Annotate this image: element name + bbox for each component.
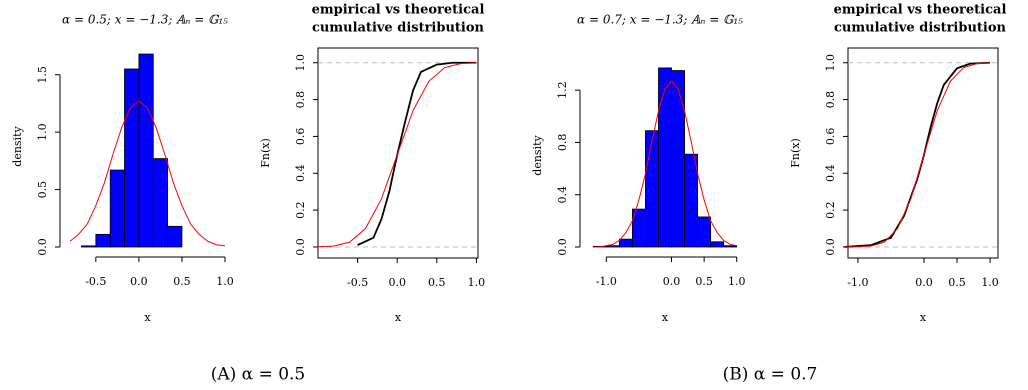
bar [710, 241, 725, 248]
y-axis-label: Fn(x) [789, 138, 802, 168]
x-axis-label: x [920, 311, 927, 324]
bar [152, 158, 168, 248]
y-tick-label: 0.0 [556, 238, 569, 256]
x-tick-label: 1.0 [981, 276, 999, 289]
bar [618, 238, 633, 248]
y-tick-label: 0.2 [294, 201, 307, 219]
x-tick-label: 1.0 [216, 275, 234, 288]
y-axis-label: density [531, 134, 544, 175]
x-tick-label: 0.0 [388, 276, 406, 289]
chart-title: α = 0.5; x = −1.3; 𝔸ₙ = 𝔾₁₅ [62, 13, 228, 27]
chart-title: empirical vs theoretical [834, 3, 1007, 18]
x-tick-label: 0.0 [663, 275, 681, 288]
plot-box [847, 47, 999, 259]
bar [605, 245, 620, 248]
y-tick-label: 0.4 [294, 165, 307, 183]
empirical-cdf [357, 61, 477, 246]
x-axis-label: x [662, 311, 669, 324]
y-tick-label: 1.0 [294, 54, 307, 72]
y-axis-label: density [11, 125, 24, 166]
bar [95, 233, 111, 248]
theoretical-cdf [844, 62, 991, 248]
bar [671, 70, 685, 248]
x-tick-label: 0.0 [130, 275, 148, 288]
plot-box [317, 47, 479, 259]
x-tick-label: -0.5 [85, 275, 106, 288]
y-tick-label: 0.0 [294, 238, 307, 256]
y-tick-label: 0.2 [824, 201, 837, 219]
bar [124, 68, 140, 248]
y-tick-label: 1.0 [36, 123, 49, 141]
x-tick-label: 0.5 [695, 275, 713, 288]
x-tick-label: 0.5 [948, 276, 966, 289]
y-tick-label: 0.4 [824, 165, 837, 183]
y-tick-label: 0.6 [824, 128, 837, 146]
x-tick-label: 0.5 [173, 275, 191, 288]
bar [645, 130, 659, 248]
bar [723, 245, 738, 248]
x-tick-label: -1.0 [596, 275, 617, 288]
y-tick-label: 1.2 [556, 81, 569, 99]
y-tick-label: 0.5 [36, 181, 49, 199]
y-tick-label: 0.0 [824, 238, 837, 256]
theoretical-cdf [317, 62, 477, 248]
y-tick-label: 0.6 [294, 128, 307, 146]
x-tick-label: -1.0 [847, 276, 868, 289]
x-tick-label: 0.0 [915, 276, 933, 289]
x-tick-label: 0.5 [428, 276, 446, 289]
x-axis-label: x [395, 311, 402, 324]
bar [684, 153, 699, 248]
chart-title: cumulative distribution [834, 21, 1007, 36]
x-axis-label: x [144, 311, 151, 324]
x-tick-label: 1.0 [728, 275, 746, 288]
x-tick-label: -0.5 [347, 276, 368, 289]
y-tick-label: 0.0 [36, 238, 49, 256]
bar [697, 216, 712, 248]
bar [81, 245, 97, 248]
caption: (A) α = 0.5 [211, 365, 306, 385]
y-axis-label: Fn(x) [259, 138, 272, 168]
bar [138, 53, 154, 248]
y-tick-label: 0.4 [556, 186, 569, 204]
density-curve [69, 100, 226, 247]
y-tick-label: 0.8 [824, 91, 837, 109]
bar [109, 169, 125, 248]
chart-title: α = 0.7; x = −1.3; 𝔸ₙ = 𝔾₁₅ [577, 13, 743, 27]
chart-title: empirical vs theoretical [312, 3, 485, 18]
caption: (B) α = 0.7 [723, 365, 818, 385]
chart-title: cumulative distribution [312, 21, 485, 36]
bar [167, 225, 183, 248]
y-tick-label: 1.0 [824, 54, 837, 72]
y-tick-label: 1.5 [36, 66, 49, 84]
bar [658, 67, 672, 248]
empirical-cdf [844, 61, 991, 248]
density-curve [593, 80, 737, 248]
x-tick-label: 1.0 [468, 276, 486, 289]
y-tick-label: 0.8 [294, 91, 307, 109]
y-tick-label: 0.8 [556, 134, 569, 152]
